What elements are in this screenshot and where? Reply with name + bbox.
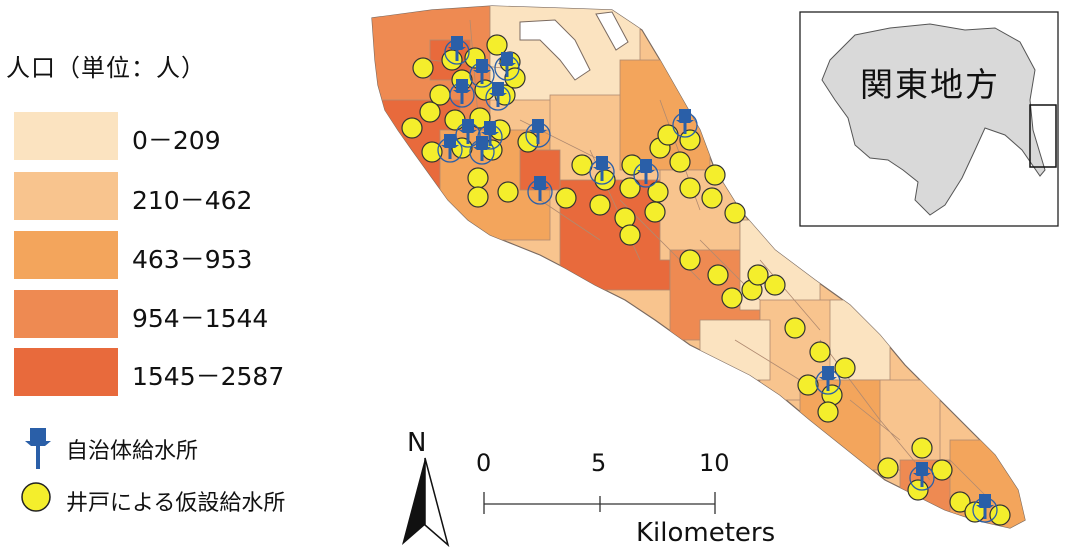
legend-class-label: 954－1544 (132, 304, 269, 333)
inset-label: 関東地方 (860, 65, 1000, 104)
scale-unit: Kilometers (636, 518, 776, 548)
legend-swatch (14, 290, 118, 338)
legend-swatch (14, 231, 118, 279)
harbor-channel (519, 19, 591, 81)
kanto-region-shape (821, 23, 1046, 216)
legend-class-label: 0－209 (132, 126, 221, 155)
legend-class-label: 463－953 (132, 245, 253, 274)
legend-swatch (14, 172, 118, 220)
scale-tick-5: 5 (591, 449, 607, 477)
legend-well-icon (21, 482, 51, 512)
scale-tick-10: 10 (699, 449, 730, 477)
legend-class-1: 0－209 (14, 112, 334, 160)
harbor-channel-2 (595, 11, 629, 51)
legend-class-label: 1545－2587 (132, 362, 285, 391)
legend-swatch (14, 112, 118, 160)
study-area-box (1029, 104, 1057, 168)
legend-swatch (14, 348, 118, 396)
legend-title: 人口（単位：人） (6, 54, 206, 82)
legend-class-4: 954－1544 (14, 290, 334, 338)
legend-class-3: 463－953 (14, 231, 334, 279)
inset-map (799, 11, 1059, 227)
legend-symbol-label: 井戸による仮設給水所 (66, 491, 286, 516)
north-arrow (402, 457, 450, 548)
north-label: N (407, 428, 427, 458)
legend-pin-icon (25, 428, 51, 469)
legend-class-2: 210－462 (14, 172, 334, 220)
municipal-stations (437, 36, 998, 523)
legend-class-label: 210－462 (132, 186, 253, 215)
scale-tick-0: 0 (476, 449, 492, 477)
legend-class-5: 1545－2587 (14, 348, 334, 396)
legend-symbol-label: 自治体給水所 (66, 439, 199, 464)
scale-bar (483, 492, 716, 514)
